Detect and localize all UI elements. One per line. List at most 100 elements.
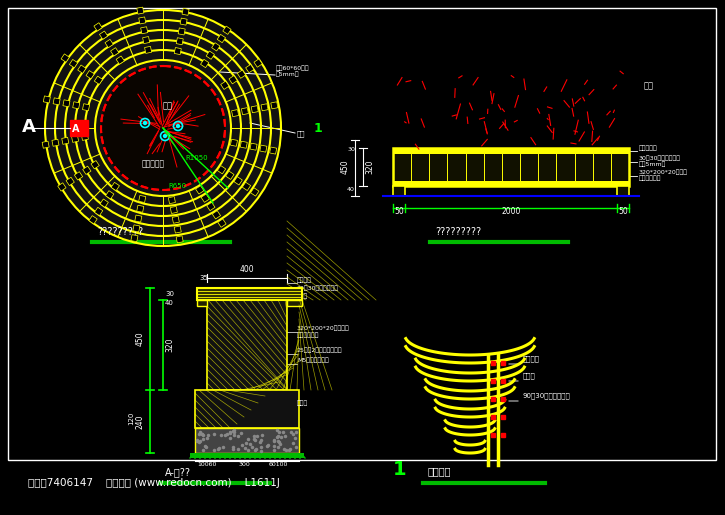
- Bar: [393, 148, 629, 154]
- Bar: [94, 208, 103, 216]
- Text: 顶头盖位: 顶头盖位: [523, 355, 540, 362]
- Bar: [52, 139, 59, 146]
- Bar: [70, 59, 78, 68]
- Bar: [144, 46, 152, 54]
- Bar: [61, 54, 70, 62]
- Text: 工字钢: 工字钢: [297, 294, 308, 299]
- Bar: [106, 191, 114, 199]
- Bar: [197, 288, 302, 300]
- Bar: [89, 216, 97, 224]
- Bar: [393, 186, 405, 196]
- Text: 顶头盖位: 顶头盖位: [297, 278, 312, 283]
- Bar: [63, 100, 70, 107]
- Bar: [271, 102, 278, 109]
- Bar: [178, 28, 185, 35]
- Text: A-剖??: A-剖??: [165, 467, 191, 477]
- Bar: [143, 37, 149, 44]
- Text: R1050: R1050: [185, 155, 207, 161]
- Text: 编号：7406147    红动中国 (www.redocn.com)    L1611J: 编号：7406147 红动中国 (www.redocn.com) L1611J: [28, 478, 280, 488]
- Bar: [138, 17, 146, 24]
- Text: 竹5mm？: 竹5mm？: [276, 72, 299, 77]
- Bar: [62, 138, 69, 144]
- Bar: [110, 48, 119, 56]
- Text: 工字钢: 工字钢: [523, 372, 536, 379]
- Bar: [195, 428, 299, 453]
- Bar: [254, 59, 262, 67]
- Bar: [72, 102, 80, 109]
- Bar: [241, 108, 249, 115]
- Bar: [135, 215, 142, 222]
- Text: 树木: 树木: [644, 81, 654, 90]
- Bar: [78, 65, 86, 73]
- Text: 300: 300: [239, 462, 251, 467]
- Text: 10060: 10060: [197, 462, 216, 467]
- Text: A: A: [72, 124, 80, 134]
- Circle shape: [101, 66, 225, 190]
- Bar: [99, 31, 108, 39]
- Text: 30厚30厚彩色木薄面: 30厚30厚彩色木薄面: [297, 285, 339, 291]
- Text: 320*200*20厚圆彩色: 320*200*20厚圆彩色: [297, 325, 349, 331]
- Text: 40: 40: [165, 300, 174, 306]
- Text: ?????????: ?????????: [97, 227, 143, 237]
- Text: 25厚：2水通明防水粘垫: 25厚：2水通明防水粘垫: [297, 348, 343, 353]
- Text: 30: 30: [165, 291, 174, 297]
- Text: ?????????: ?????????: [435, 227, 481, 237]
- Text: A: A: [22, 118, 36, 136]
- Text: 树木: 树木: [163, 101, 173, 110]
- Text: 竹竿: 竹竿: [297, 130, 305, 136]
- Text: 规格60*60竹竿: 规格60*60竹竿: [276, 65, 310, 71]
- Bar: [240, 141, 247, 148]
- Text: 30厚30厚彩色木薄面: 30厚30厚彩色木薄面: [639, 156, 681, 161]
- Bar: [287, 300, 302, 306]
- Bar: [250, 143, 257, 150]
- Bar: [170, 207, 178, 213]
- Bar: [70, 120, 88, 136]
- Text: （厚5mm）: （厚5mm）: [639, 161, 666, 167]
- Bar: [196, 186, 204, 194]
- Text: 450: 450: [136, 332, 145, 346]
- Bar: [137, 7, 144, 14]
- Bar: [83, 104, 90, 111]
- Text: 30: 30: [347, 147, 355, 152]
- Bar: [195, 390, 299, 428]
- Bar: [225, 171, 234, 179]
- Bar: [207, 202, 215, 211]
- Bar: [138, 195, 146, 202]
- Text: 50: 50: [618, 207, 628, 216]
- Bar: [231, 139, 238, 146]
- Bar: [220, 81, 229, 90]
- Bar: [42, 141, 49, 148]
- Text: 木材详图: 木材详图: [428, 466, 452, 476]
- Bar: [182, 8, 189, 15]
- Bar: [180, 18, 187, 25]
- Bar: [86, 71, 94, 79]
- Bar: [251, 188, 259, 196]
- Text: 35: 35: [199, 275, 208, 281]
- Bar: [131, 235, 138, 242]
- Bar: [190, 453, 304, 458]
- Bar: [212, 43, 220, 51]
- Text: 90厚30厚彩色木薄面: 90厚30厚彩色木薄面: [523, 392, 571, 399]
- Text: 320*200*20圆彩色: 320*200*20圆彩色: [639, 169, 688, 175]
- Bar: [617, 186, 629, 196]
- Bar: [201, 59, 209, 67]
- Bar: [137, 205, 144, 212]
- Bar: [261, 104, 268, 111]
- Text: 320: 320: [365, 160, 374, 174]
- Bar: [94, 23, 102, 31]
- Text: 碎拌混凝土: 碎拌混凝土: [639, 145, 658, 151]
- Bar: [168, 197, 175, 203]
- Text: 防水涂刷处理: 防水涂刷处理: [297, 332, 320, 338]
- Bar: [141, 27, 148, 34]
- Circle shape: [144, 122, 146, 125]
- Bar: [176, 38, 183, 45]
- Bar: [133, 225, 140, 232]
- Text: 根部种植水: 根部种植水: [141, 159, 165, 168]
- Bar: [393, 148, 629, 186]
- Circle shape: [45, 10, 281, 246]
- Bar: [229, 76, 237, 84]
- Text: 防水涂刷处理: 防水涂刷处理: [639, 176, 661, 181]
- Text: 种植土: 种植土: [297, 400, 308, 406]
- Circle shape: [164, 134, 167, 138]
- Bar: [206, 51, 215, 59]
